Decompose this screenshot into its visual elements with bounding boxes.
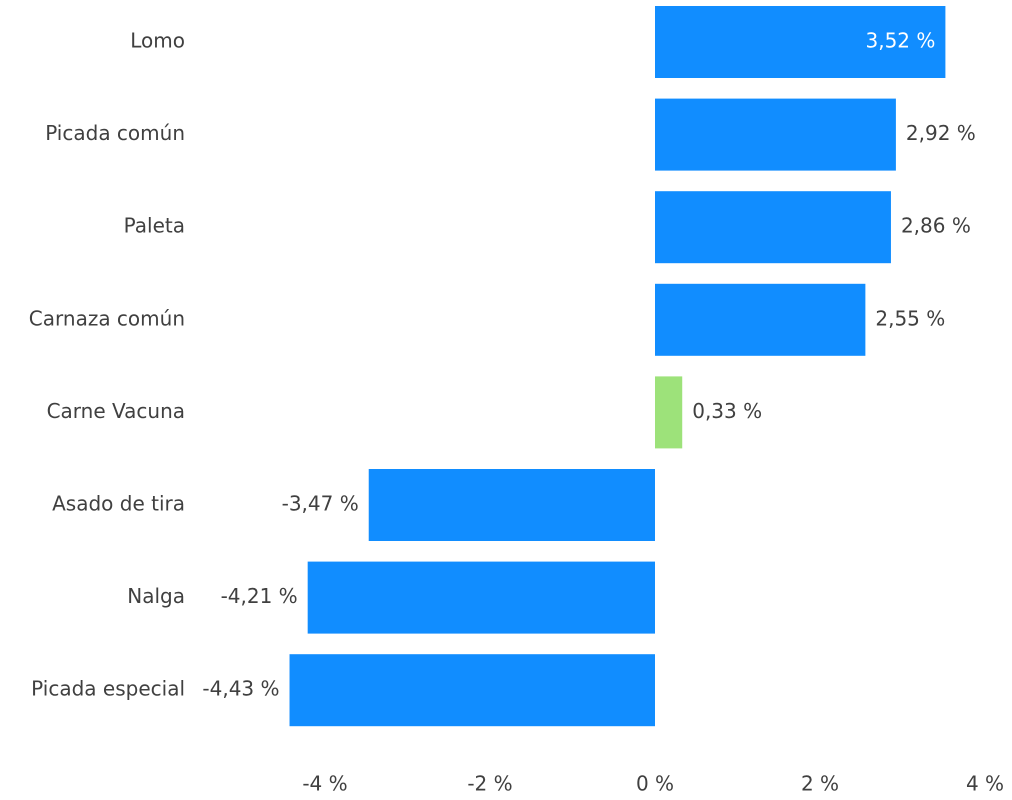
category-label: Paleta [124,214,185,238]
value-label: 2,92 % [906,121,976,145]
value-label: 0,33 % [692,399,762,423]
bar [655,283,866,356]
category-label: Carne Vacuna [47,399,185,423]
value-label: 2,55 % [875,306,945,330]
x-tick-label: -2 % [467,772,512,796]
x-tick-label: -4 % [302,772,347,796]
category-label: Asado de tira [52,492,185,516]
value-label: -4,21 % [221,584,298,608]
category-label: Lomo [130,29,185,53]
category-label: Carnaza común [29,306,185,330]
value-label: -3,47 % [282,492,359,516]
bar [655,376,683,449]
category-label: Picada especial [31,677,185,701]
value-label: 3,52 % [865,29,935,53]
category-label: Nalga [127,584,185,608]
bar [289,654,655,727]
category-label: Picada común [45,121,185,145]
bar [368,469,655,541]
x-tick-label: 4 % [966,772,1004,796]
bar [655,98,896,171]
bar [655,6,946,78]
x-tick-label: 0 % [636,772,674,796]
bar [307,561,655,634]
value-label: 2,86 % [901,214,971,238]
x-tick-label: 2 % [801,772,839,796]
value-label: -4,43 % [202,677,279,701]
bar [655,191,891,264]
